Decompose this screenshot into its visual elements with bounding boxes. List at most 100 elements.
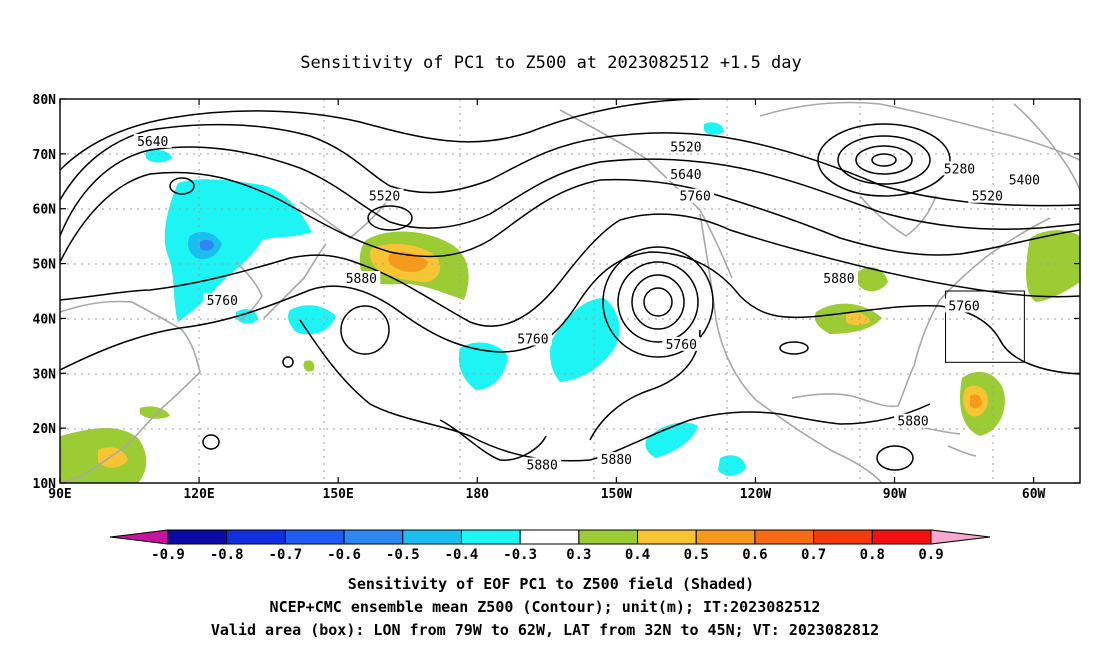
y-tick-label: 80N [33,93,57,108]
contour-line [282,356,294,368]
contour-line [60,99,701,171]
y-tick-label: 40N [33,312,57,327]
negative-sensitivity-region [704,122,724,135]
canada-arctic-coastline [759,101,1080,161]
contour-line [602,246,714,358]
negative-sensitivity-region [236,309,258,324]
colorbar-label: 0.7 [801,547,826,563]
contour-line [169,177,195,195]
positive-sensitivity-region [303,360,315,372]
contour-label-background [662,336,701,351]
contour-line [340,305,390,355]
colorbar-swatch [695,529,756,545]
positive-sensitivity-region [140,406,170,419]
contour-label-background [342,271,381,286]
contour-line [817,123,951,197]
contour-line [779,341,809,355]
colorbar-swatch [284,529,345,545]
colorbar-label: -0.6 [327,547,361,563]
latitude-axis: 80N 70N 60N 50N 40N 30N 20N 10N [33,93,1080,492]
colorbar-swatch [813,529,873,545]
contour-label-background [203,292,242,307]
contour-label-background [597,452,636,467]
contour-label: 5280 [944,162,975,177]
colorbar-swatch [871,529,932,545]
colorbar-label: -0.4 [445,547,479,563]
x-tick-label: 90W [883,487,907,502]
contour-label: 5760 [517,332,548,347]
contour-label: 5880 [601,453,632,468]
contour-label-background [894,413,933,428]
colorbar-swatch [226,529,286,545]
contour-line [60,146,1080,237]
caption-line-1: Sensitivity of EOF PC1 to Z500 field (Sh… [348,575,754,593]
positive-sensitivity-region [858,267,888,292]
colorbar-swatch [754,529,815,545]
contour-label: 5880 [346,272,377,287]
contour-line [589,329,701,441]
positive-sensitivity-core-center [970,394,982,409]
x-tick-label: 90E [48,487,71,502]
contour-label-background [1005,172,1044,187]
colorbar-label: -0.5 [386,547,420,563]
contour-line [60,123,1080,207]
x-tick-label: 60W [1022,487,1046,502]
contour-line [631,274,685,330]
x-tick-label: 150E [323,487,354,502]
colorbar-swatch [343,529,404,545]
greenland-coastline [1013,103,1080,191]
contour-label: 5880 [527,459,558,474]
contour-label: 5760 [680,190,711,205]
contour-label-background [133,133,172,148]
contour-line [60,213,1080,327]
contour-line [837,135,931,185]
map-frame [59,98,1081,484]
colorbar-swatch [460,529,521,545]
x-tick-label: 120E [183,487,214,502]
contour-label: 5640 [670,168,701,183]
y-tick-label: 30N [33,367,57,382]
colorbar: -0.9 -0.8 -0.7 -0.6 -0.5 -0.4 -0.3 0.3 0.4 0.5 0.6… [109,529,991,563]
contour-label-background [513,331,552,346]
contour-label-background [365,188,404,203]
valid-area-box [945,290,1025,363]
colorbar-label: 0.6 [742,547,767,563]
contour-label-background [666,139,705,154]
colorbar-label: -0.7 [269,547,303,563]
positive-sensitivity-region [1026,230,1080,302]
x-tick-label: 120W [740,487,771,502]
x-tick-label: 150W [601,487,632,502]
negative-sensitivity-region [164,179,312,322]
figure-title: Sensitivity of PC1 to Z500 at 2023082512… [300,53,802,73]
contour-label-background [945,298,984,313]
contour-label-background [666,166,705,181]
colorbar-swatch [519,529,580,545]
contour-label: 5520 [670,140,701,155]
gulf-coastline [791,365,915,408]
coastlines [60,101,1080,483]
colorbar-label: 0.3 [566,547,591,563]
contour-line [617,261,699,343]
positive-sensitivity-core-center [388,252,428,272]
contour-label-background [940,161,979,176]
contour-label: 5520 [369,190,400,205]
negative-sensitivity-region [718,455,746,476]
contour-line [60,251,1080,375]
contour-line [643,287,673,317]
negative-sensitivity-region [146,150,172,163]
colorbar-swatch [578,529,639,545]
colorbar-label: 0.5 [684,547,709,563]
colorbar-label: -0.8 [210,547,244,563]
contour-label-background [523,457,562,472]
colorbar-low-triangle [109,529,169,545]
contour-label: 5640 [137,135,168,150]
caption-line-2: NCEP+CMC ensemble mean Z500 (Contour); u… [270,598,821,616]
positive-sensitivity-core [98,447,128,468]
x-tick-label: 180 [466,487,490,502]
contour-line [367,205,413,231]
contour-line [202,434,220,450]
contour-label: 5400 [1009,173,1040,188]
map-panel: 5640 5520 5520 5640 5760 5280 5400 5520 5760 5880… [33,93,1081,502]
north-america-west-coastline [699,213,883,483]
